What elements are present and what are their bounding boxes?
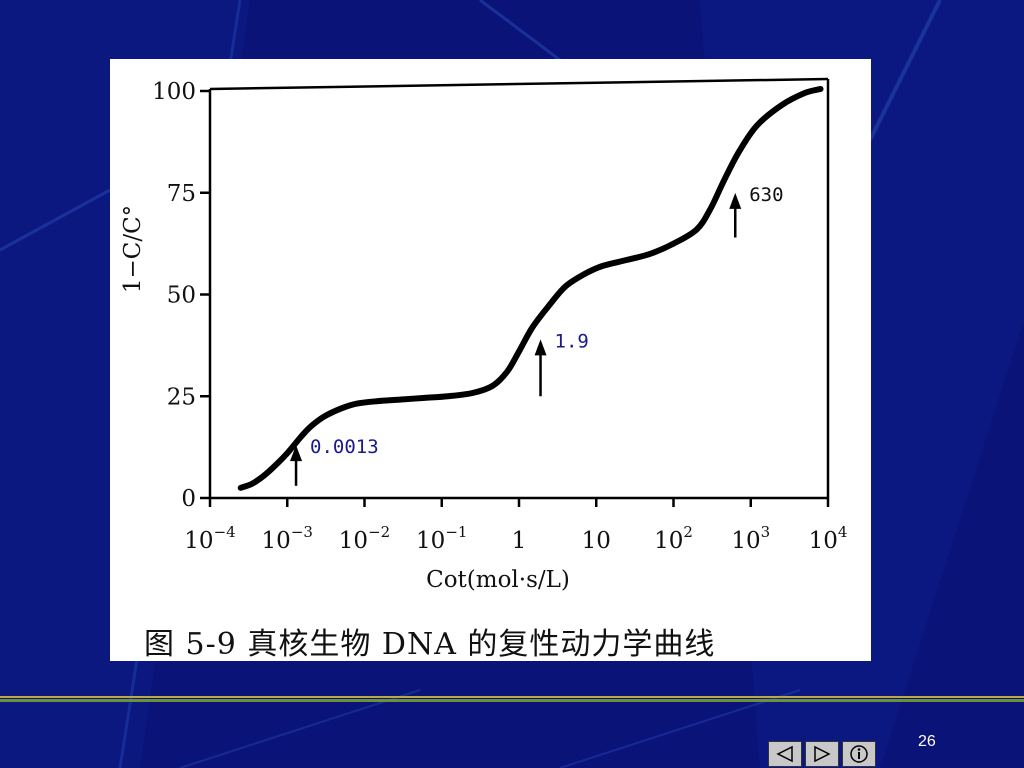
triangle-left-icon [776, 745, 793, 763]
slide-navigation [768, 741, 876, 767]
footer-rule-gold [0, 696, 1024, 698]
y-ticks: 0 25 50 75 100 [152, 79, 210, 512]
y-axis-label: 1−C/C° [120, 205, 146, 293]
previous-slide-button[interactable] [768, 741, 802, 767]
x-tick-label: 10 [582, 528, 611, 554]
x-tick-label: 10−3 [262, 523, 313, 554]
x-tick-label: 10−4 [184, 523, 235, 554]
annotations: 0.0013 1.9 630 [290, 184, 784, 486]
x-ticks: 10−4 10−3 10−2 10−1 1 10 102 103 104 [184, 498, 847, 554]
triangle-right-icon [814, 745, 831, 763]
annotation-label: 0.0013 [310, 436, 379, 458]
y-tick-label: 0 [181, 486, 196, 512]
figure-caption: 图 5-9 真核生物 DNA 的复性动力学曲线 [144, 627, 716, 662]
x-axis-label: Cot(mol·s/L) [426, 567, 570, 593]
x-tick-label: 104 [809, 523, 848, 554]
annotation-label: 1.9 [555, 330, 589, 352]
annotation-arrowhead [290, 445, 303, 462]
annotation-label: 630 [749, 184, 783, 206]
footer-rule-green [0, 699, 1024, 702]
page-number: 26 [918, 733, 936, 750]
info-button[interactable] [842, 741, 876, 767]
top-frame-line [209, 77, 829, 91]
y-tick-label: 50 [167, 283, 196, 309]
annotation-arrowhead [729, 192, 742, 209]
x-tick-label: 10−2 [339, 523, 390, 554]
figure-panel: 0 25 50 75 100 10−4 10−3 10−2 10−1 1 10 102 103 104 … [110, 59, 871, 662]
series-line [237, 85, 824, 491]
annotation-arrowhead [534, 339, 547, 356]
next-slide-button[interactable] [805, 741, 839, 767]
y-tick-label: 25 [167, 384, 196, 410]
x-tick-label: 102 [654, 523, 693, 554]
info-icon [850, 745, 868, 763]
x-tick-label: 10−1 [416, 523, 467, 554]
y-tick-label: 75 [167, 181, 196, 207]
y-tick-label: 100 [152, 79, 196, 105]
x-tick-label: 103 [731, 523, 770, 554]
x-tick-label: 1 [512, 528, 527, 554]
